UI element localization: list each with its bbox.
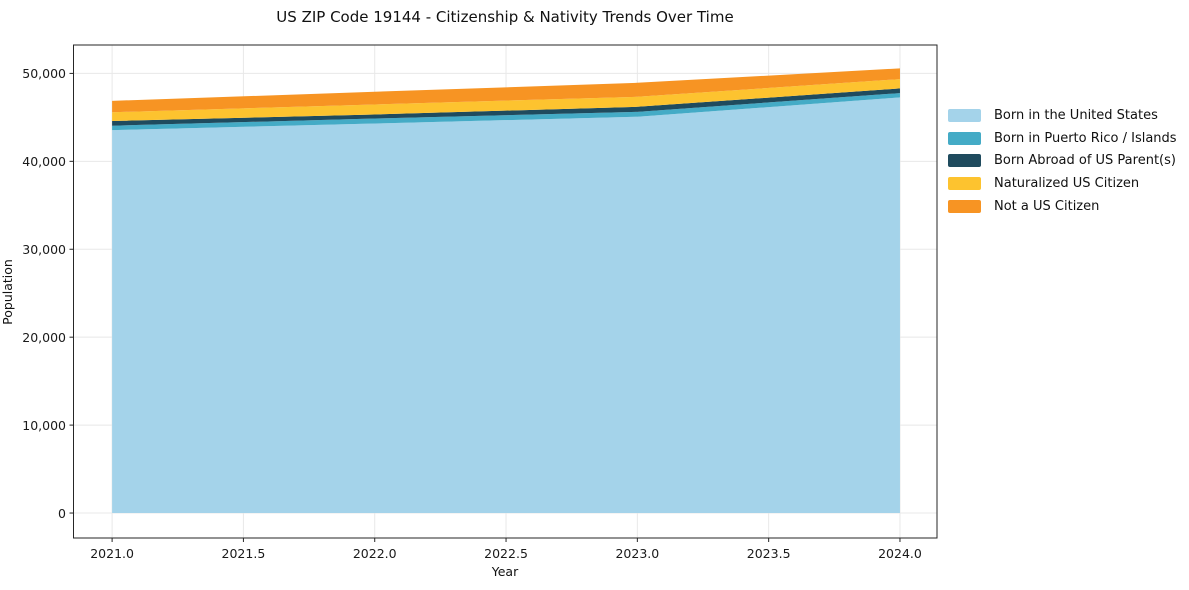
chart-title: US ZIP Code 19144 - Citizenship & Nativi… — [276, 8, 734, 26]
x-tick-label: 2023.0 — [615, 546, 660, 561]
legend-item: Born in Puerto Rico / Islands — [948, 127, 1186, 150]
x-tick-label: 2021.0 — [90, 546, 134, 561]
x-tick-label: 2022.0 — [352, 546, 397, 561]
plot-border — [73, 44, 938, 539]
area-series-4 — [112, 68, 900, 113]
y-tick-label: 30,000 — [22, 241, 66, 257]
legend-item: Born in the United States — [948, 104, 1186, 127]
legend-swatch-puerto-rico — [948, 131, 981, 145]
x-tick-label: 2022.5 — [484, 546, 528, 561]
x-axis-label: Year — [491, 564, 519, 579]
legend-label: Born in the United States — [994, 107, 1158, 123]
area-series-0 — [112, 97, 900, 514]
y-tick-label: 50,000 — [22, 65, 66, 81]
legend: Born in the United States Born in Puerto… — [948, 104, 1186, 218]
x-tick-label: 2021.5 — [221, 546, 266, 561]
area-series-1 — [112, 93, 900, 131]
y-tick-label: 10,000 — [22, 417, 66, 433]
legend-label: Naturalized US Citizen — [994, 175, 1140, 191]
y-axis-label: Population — [0, 259, 15, 325]
y-tick-label: 0 — [58, 505, 66, 521]
legend-label: Not a US Citizen — [994, 198, 1100, 214]
legend-item: Not a US Citizen — [948, 195, 1186, 218]
legend-label: Born in Puerto Rico / Islands — [994, 130, 1177, 146]
area-series-3 — [112, 79, 900, 122]
legend-swatch-naturalized — [948, 176, 981, 190]
x-tick-label: 2024.0 — [878, 546, 922, 561]
legend-swatch-not-citizen — [948, 199, 981, 213]
legend-swatch-born-in-us — [948, 108, 981, 122]
legend-item: Born Abroad of US Parent(s) — [948, 149, 1186, 172]
legend-label: Born Abroad of US Parent(s) — [994, 153, 1176, 169]
legend-swatch-born-abroad — [948, 154, 981, 168]
x-tick-label: 2023.5 — [746, 546, 791, 561]
area-series-2 — [112, 88, 900, 126]
y-tick-label: 40,000 — [22, 153, 66, 169]
y-tick-label: 20,000 — [22, 329, 66, 345]
legend-item: Naturalized US Citizen — [948, 172, 1186, 195]
